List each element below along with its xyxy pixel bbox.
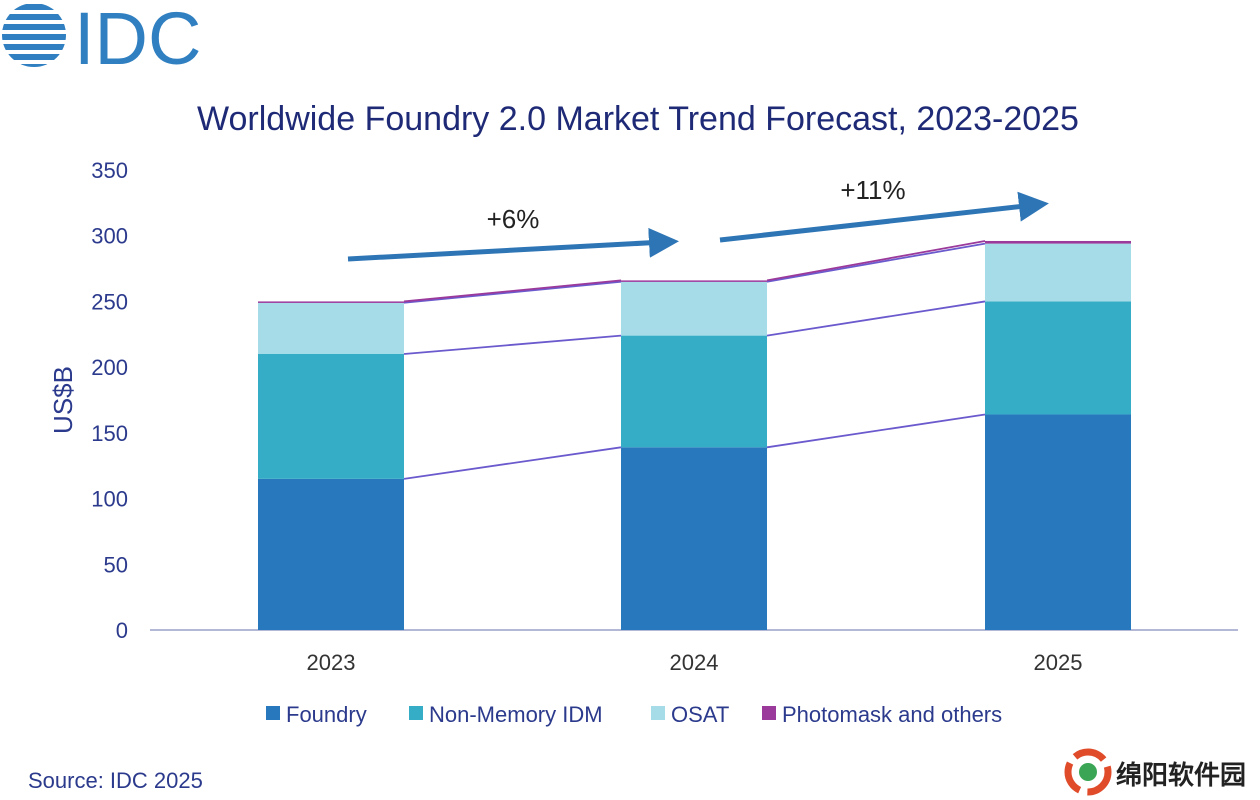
connector-line [766, 300, 986, 337]
connector-line [766, 413, 986, 449]
connector-line [403, 280, 622, 304]
y-tick-label: 200 [91, 355, 128, 380]
growth-arrow-1 [347, 227, 679, 262]
growth-annotation-2: +11% [719, 175, 1049, 243]
legend-swatch [409, 706, 423, 720]
bar-segment [985, 240, 1131, 244]
y-tick-label: 150 [91, 421, 128, 446]
globe-icon [2, 4, 66, 67]
legend-swatch [651, 706, 665, 720]
bar-segment [985, 243, 1131, 302]
legend: Foundry Non-Memory IDM OSAT Photomask and o… [266, 702, 1002, 727]
logo-text: IDC [74, 0, 201, 72]
growth-label-1: +6% [487, 204, 540, 234]
bar-segment [985, 301, 1131, 415]
connector-line [766, 242, 986, 283]
legend-label: Non-Memory IDM [429, 702, 603, 727]
y-tick-label: 250 [91, 289, 128, 314]
x-axis-ticks: 2023 2024 2025 [307, 650, 1083, 675]
source-note: Source: IDC 2025 [28, 768, 203, 793]
y-tick-label: 300 [91, 224, 128, 249]
legend-item: OSAT [651, 702, 729, 727]
growth-arrow-2 [719, 191, 1049, 243]
bar-segment [621, 447, 767, 630]
connector-lines [403, 240, 986, 480]
y-tick-label: 50 [104, 552, 128, 577]
bar-segment [258, 354, 404, 479]
legend-label: OSAT [671, 702, 729, 727]
y-tick-label: 100 [91, 487, 128, 512]
x-tick-label: 2025 [1034, 650, 1083, 675]
idc-logo: IDC [2, 0, 201, 72]
chart-title: Worldwide Foundry 2.0 Market Trend Forec… [197, 100, 1079, 138]
connector-line [403, 446, 622, 480]
watermark-text: 绵阳软件园 [1116, 760, 1246, 790]
bar-segment [621, 335, 767, 448]
y-tick-label: 350 [91, 158, 128, 183]
watermark: 绵阳软件园 [1064, 748, 1246, 796]
bar-segment [985, 414, 1131, 630]
legend-swatch [266, 706, 280, 720]
bar-segment [258, 302, 404, 354]
connector-line [403, 279, 622, 303]
bar-segment [621, 280, 767, 282]
legend-label: Foundry [286, 702, 367, 727]
legend-item: Photomask and others [762, 702, 1002, 727]
x-tick-label: 2023 [307, 650, 356, 675]
connector-line [403, 334, 622, 355]
growth-label-2: +11% [840, 175, 905, 205]
bar-segment [621, 281, 767, 336]
x-tick-label: 2024 [670, 650, 719, 675]
y-axis-ticks: 0 50 100 150 200 250 300 350 [91, 158, 128, 643]
legend-item: Non-Memory IDM [409, 702, 603, 727]
y-tick-label: 0 [116, 618, 128, 643]
legend-item: Foundry [266, 702, 367, 727]
bar-segment [258, 301, 404, 303]
bar-segment [258, 478, 404, 630]
bars-group [258, 240, 1131, 630]
watermark-logo-icon [1064, 748, 1112, 796]
y-axis-label: US$B [48, 366, 78, 434]
legend-label: Photomask and others [782, 702, 1002, 727]
connector-line [766, 240, 986, 282]
legend-swatch [762, 706, 776, 720]
growth-annotation-1: +6% [347, 204, 679, 262]
